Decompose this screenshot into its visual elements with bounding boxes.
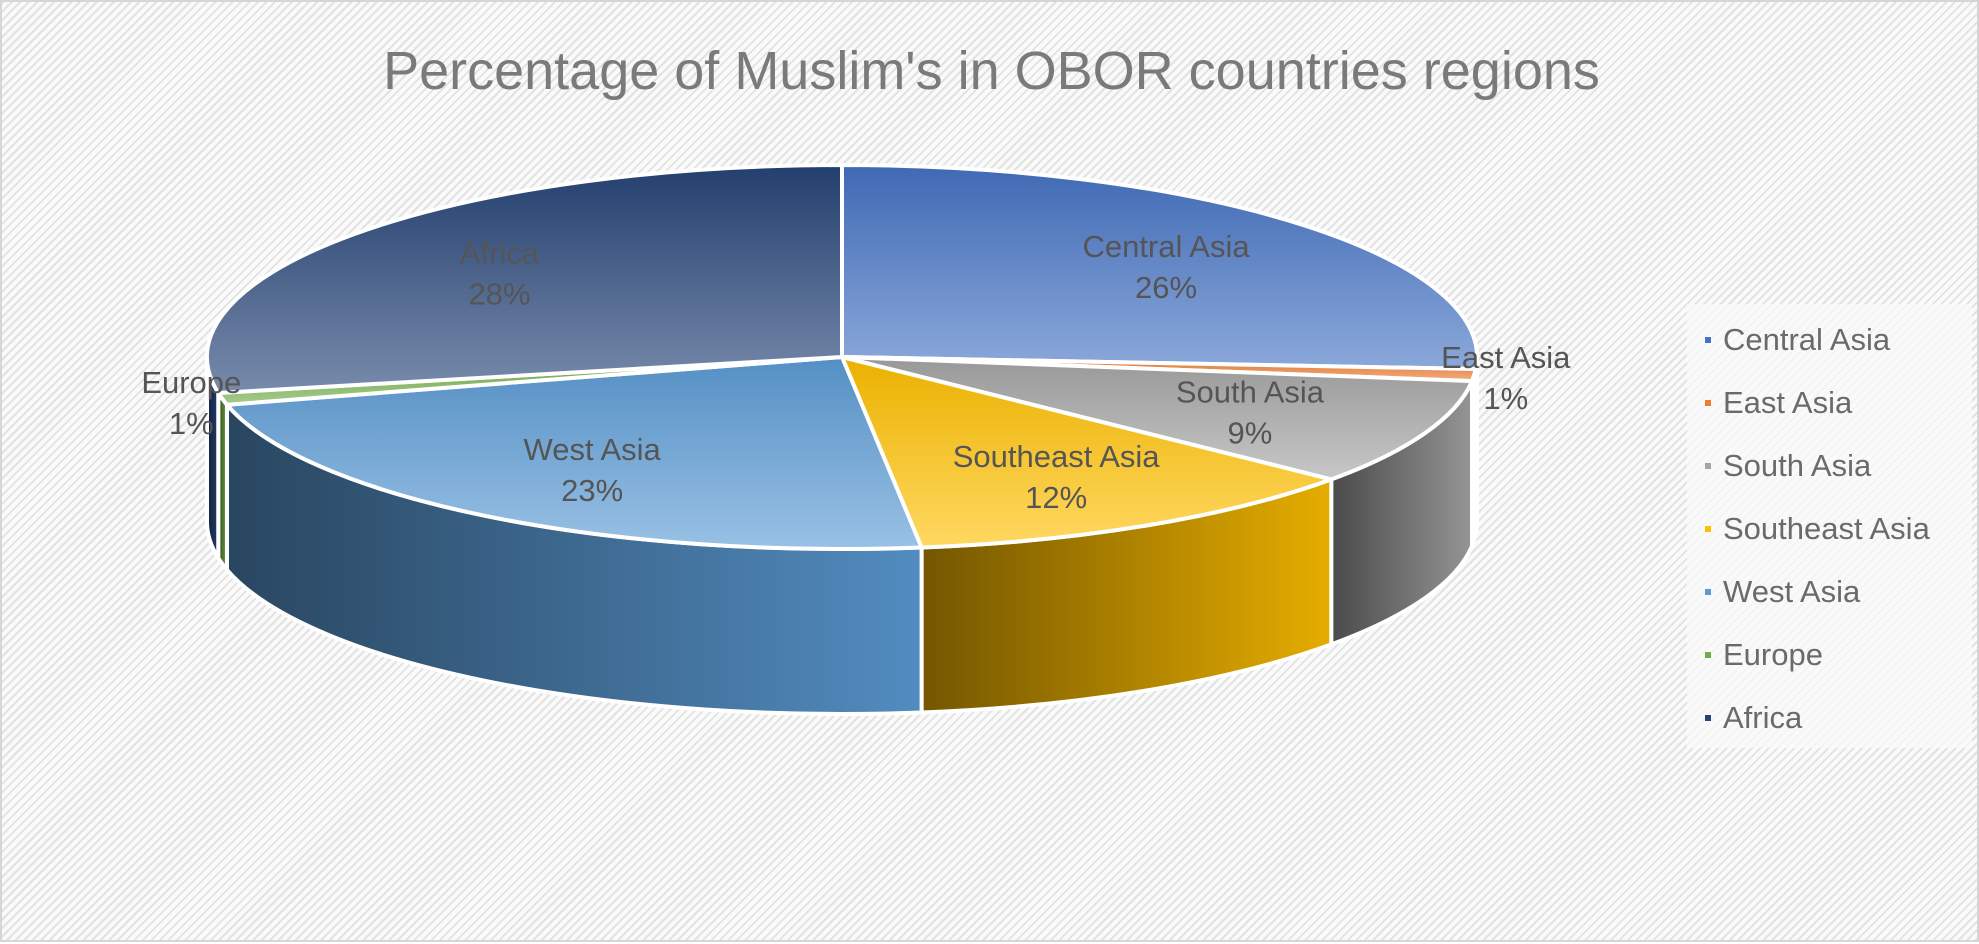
data-label-east-asia-value: 1% [1483,381,1528,416]
legend-label: South Asia [1723,448,1872,483]
legend-swatch [1705,337,1711,343]
data-label-east-asia-name: East Asia [1441,340,1571,375]
legend-swatch [1705,589,1711,595]
legend-swatch [1705,463,1711,469]
pie-slice-south-asia[interactable] [840,355,1474,482]
data-label-africa-value: 28% [468,276,530,311]
legend-label: Southeast Asia [1723,511,1930,546]
data-label-central-asia-name: Central Asia [1082,229,1250,264]
legend-item-east-asia[interactable]: East Asia [1705,383,1852,423]
data-label-europe-value: 1% [169,406,214,441]
data-label-south-asia-name: South Asia [1176,374,1325,409]
data-label-west-asia-value: 23% [561,473,623,508]
legend-swatch [1705,715,1711,721]
legend-swatch [1705,652,1711,658]
pie-slice-central-asia[interactable] [840,163,1479,372]
legend-swatch [1705,526,1711,532]
data-label-central-asia-value: 26% [1135,270,1197,305]
pie-slice-west-asia[interactable] [224,355,924,551]
data-label-southeast-asia-value: 12% [1025,480,1087,515]
legend-swatch [1705,400,1711,406]
pie-slice-southeast-asia[interactable] [840,355,1334,550]
pie-slice-africa[interactable] [205,163,844,395]
legend-item-europe[interactable]: Europe [1705,635,1823,675]
legend-label: Europe [1723,637,1823,672]
legend-label: West Asia [1723,574,1861,609]
legend-item-west-asia[interactable]: West Asia [1705,572,1860,612]
pie-slices [205,163,1479,551]
legend: Central Asia East Asia South Asia Southeast… [1687,304,1972,748]
legend-item-africa[interactable]: Africa [1705,698,1802,738]
data-label-south-asia-value: 9% [1228,415,1273,450]
legend-label: Central Asia [1723,322,1891,357]
pie-side-walls [205,356,1480,716]
data-label-europe-name: Europe [141,365,241,400]
legend-label: East Asia [1723,385,1853,420]
data-label-southeast-asia-name: Southeast Asia [953,439,1161,474]
legend-label: Africa [1723,700,1803,735]
data-label-africa-name: Africa [460,235,540,270]
data-labels: Central Asia 26% East Asia 1% South Asia 9% So… [141,229,1571,515]
legend-item-central-asia[interactable]: Central Asia [1705,320,1890,360]
chart-title: Percentage of Muslim's in OBOR countries… [383,41,1600,101]
legend-item-south-asia[interactable]: South Asia [1705,446,1871,486]
legend-item-southeast-asia[interactable]: Southeast Asia [1705,509,1930,549]
data-label-west-asia-name: West Asia [524,432,662,467]
